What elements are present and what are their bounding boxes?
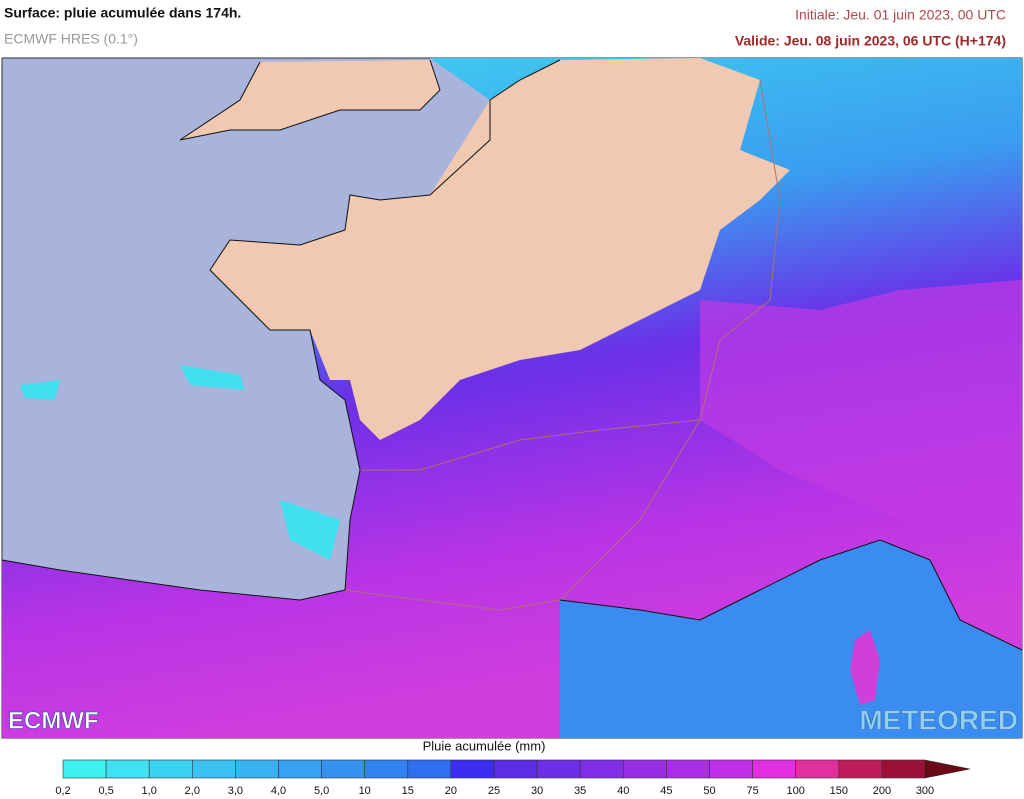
legend-swatch bbox=[407, 759, 452, 779]
legend-label: 100 bbox=[787, 785, 805, 797]
legend-swatch bbox=[881, 759, 926, 779]
rain-field bbox=[2, 58, 1022, 738]
legend-label: 40 bbox=[617, 785, 629, 797]
legend-label: 150 bbox=[830, 785, 848, 797]
legend-arrow bbox=[924, 759, 971, 779]
legend-label: 45 bbox=[660, 785, 672, 797]
legend-label: 4,0 bbox=[271, 785, 286, 797]
legend-label: 75 bbox=[746, 785, 758, 797]
legend-label: 50 bbox=[703, 785, 715, 797]
legend-swatch bbox=[838, 759, 883, 779]
legend-label: 200 bbox=[873, 785, 891, 797]
legend-label: 2,0 bbox=[185, 785, 200, 797]
legend-swatch bbox=[795, 759, 840, 779]
legend-label: 10 bbox=[359, 785, 371, 797]
legend-swatch bbox=[148, 759, 193, 779]
legend-swatch bbox=[493, 759, 538, 779]
logo-ecmwf: ECMWF bbox=[8, 707, 99, 734]
logo-meteored: METEORED bbox=[859, 704, 1018, 735]
legend-swatch bbox=[321, 759, 366, 779]
legend-swatch bbox=[752, 759, 796, 779]
legend-swatch bbox=[536, 759, 581, 779]
valid-time: Valide: Jeu. 08 juin 2023, 06 UTC (H+174… bbox=[735, 33, 1006, 49]
map: ECMWF METEORED bbox=[1, 57, 1023, 739]
legend-swatch bbox=[450, 759, 495, 779]
legend-label: 300 bbox=[916, 785, 934, 797]
legend-swatch bbox=[278, 759, 322, 779]
rain-heavy bbox=[700, 280, 1022, 540]
border bbox=[344, 79, 781, 611]
legend-label: 35 bbox=[574, 785, 586, 797]
legend-label: 3,0 bbox=[228, 785, 243, 797]
legend-label: 15 bbox=[402, 785, 414, 797]
legend-label: 30 bbox=[531, 785, 543, 797]
model-name: ECMWF HRES (0.1°) bbox=[4, 31, 138, 47]
legend-swatch bbox=[579, 759, 624, 779]
legend-label: 25 bbox=[488, 785, 500, 797]
legend-swatch bbox=[235, 759, 279, 779]
legend-label: 1,0 bbox=[142, 785, 157, 797]
map-title: Surface: pluie acumulée dans 174h. bbox=[4, 5, 241, 21]
legend-label: 5,0 bbox=[314, 785, 329, 797]
legend-swatch bbox=[364, 759, 409, 779]
legend-swatch bbox=[192, 759, 236, 779]
dry-area bbox=[210, 58, 790, 440]
legend-swatch bbox=[622, 759, 667, 779]
legend-swatch bbox=[62, 759, 107, 779]
legend-swatch bbox=[709, 759, 753, 779]
legend-label: 20 bbox=[445, 785, 457, 797]
coastline bbox=[1, 59, 1023, 651]
initial-time: Initiale: Jeu. 01 juin 2023, 00 UTC bbox=[795, 7, 1006, 23]
sea-rain bbox=[20, 365, 340, 560]
legend-swatch bbox=[105, 759, 150, 779]
legend-label: 0,5 bbox=[98, 785, 113, 797]
legend-title: Pluie acumulée (mm) bbox=[423, 738, 546, 753]
legend-swatch bbox=[666, 759, 710, 779]
england bbox=[180, 60, 440, 140]
corsica bbox=[850, 630, 880, 705]
legend-label: 0,2 bbox=[55, 785, 70, 797]
mediterranean bbox=[560, 540, 1022, 738]
legend: 0,2 0,5 1,0 2,0 3,0 4,0 5,0 10 15 20 25 30 35 40 45 50 7… bbox=[55, 759, 971, 797]
